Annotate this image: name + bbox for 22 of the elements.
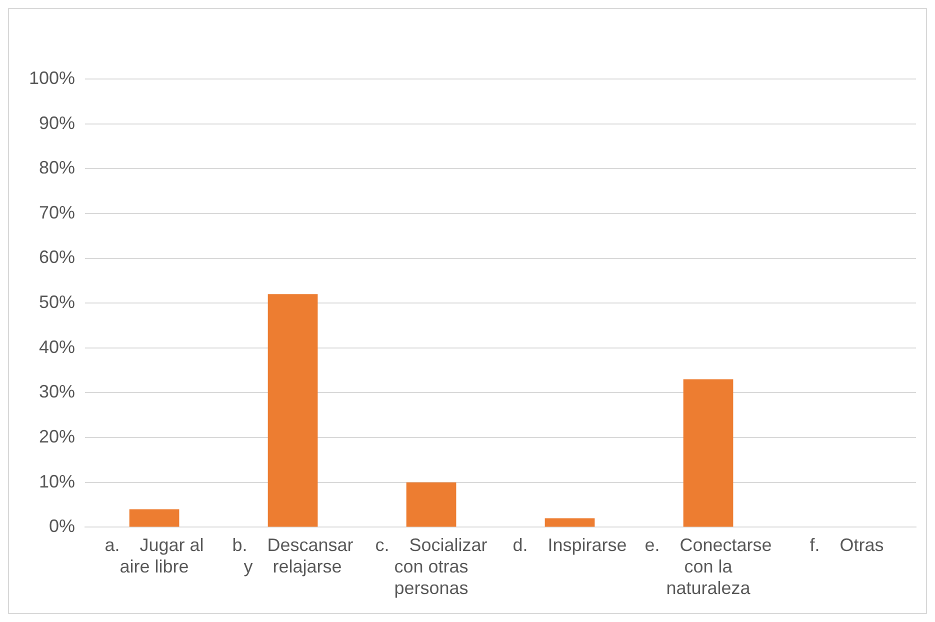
y-tick-label: 10% — [39, 471, 76, 492]
y-tick-label: 100% — [28, 68, 76, 88]
y-tick-label: 40% — [39, 336, 76, 357]
bar — [406, 482, 456, 527]
bar — [268, 294, 318, 527]
bar — [544, 518, 595, 527]
y-tick-label: 80% — [39, 158, 76, 178]
x-tick-label: e. Conectarse con la naturaleza — [644, 534, 772, 598]
y-tick-label: 90% — [39, 112, 76, 133]
y-tick-label: 50% — [39, 292, 76, 312]
y-tick-label: 20% — [39, 426, 76, 447]
x-tick-label: a. Jugar al aire libre — [104, 534, 204, 577]
bar — [683, 379, 734, 527]
y-tick-label: 0% — [49, 516, 76, 536]
y-tick-label: 60% — [39, 247, 76, 268]
x-tick-label: d. Inspirarse — [512, 534, 627, 555]
x-tick-label: c. Socializar con otras personas — [375, 534, 488, 598]
y-tick-label: 30% — [39, 382, 76, 402]
x-tick-label: b. Descansar y relajarse — [232, 534, 354, 577]
y-tick-label: 70% — [39, 202, 76, 222]
bar — [129, 509, 180, 527]
x-tick-label: f. Otras — [810, 534, 884, 555]
